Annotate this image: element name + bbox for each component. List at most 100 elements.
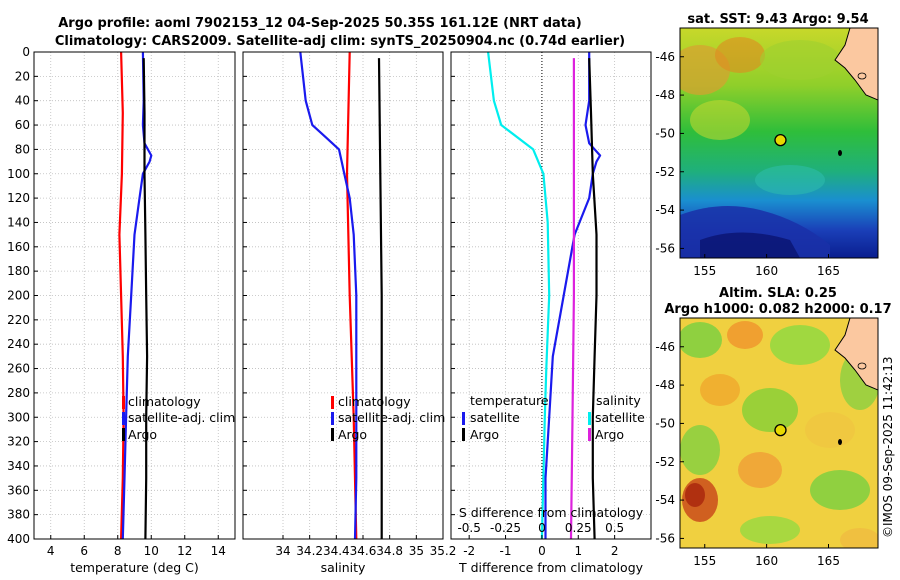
- y-tick-label: 300: [7, 410, 30, 424]
- y-tick-label: 60: [15, 118, 30, 132]
- y-tick-label: 260: [7, 362, 30, 376]
- map-y-tick-label: -50: [655, 416, 675, 430]
- sla-map-axes: -46 -48 -50 -52 -54 -56 155 160 165: [655, 340, 840, 568]
- series-line-climatology: [345, 51, 358, 540]
- map-x-tick-label: 165: [817, 554, 840, 568]
- x-tick-label: 34.2: [296, 544, 323, 558]
- legend-swatch-climatology: [331, 396, 334, 409]
- series-line-climatology: [118, 51, 125, 540]
- top-axis-label: S difference from climatology: [459, 505, 644, 520]
- x-tick-label: 0: [538, 544, 546, 558]
- legend-label-t-argo: Argo: [470, 427, 499, 442]
- x-tick-label: 8: [114, 544, 122, 558]
- map-y-tick-label: -54: [655, 203, 675, 217]
- map-x-tick-label: 160: [755, 554, 778, 568]
- series-line-s-argo: [569, 58, 576, 540]
- title-line-1: Argo profile: aoml 7902153_12 04-Sep-202…: [58, 16, 582, 31]
- x-tick-label: 34.8: [376, 544, 403, 558]
- legend-label-climatology: climatology: [338, 394, 411, 409]
- series-line-s-satellite: [487, 51, 551, 540]
- top-tick-label: 0.25: [565, 521, 592, 535]
- legend-label-satellite: satellite-adj. clim: [128, 410, 235, 425]
- map-x-tick-label: 155: [693, 554, 716, 568]
- x-tick-label: 34.6: [350, 544, 377, 558]
- salinity-panel: 34 34.2 34.4 34.6 34.8 35 35.2 salinity: [242, 51, 456, 575]
- x-tick-label: 35: [409, 544, 424, 558]
- legend-swatch-s-argo: [588, 428, 591, 441]
- series-line-t-satellite: [544, 52, 602, 539]
- top-tick-label: 0: [538, 521, 546, 535]
- x-tick-label: -2: [463, 544, 475, 558]
- y-tick-label: 180: [7, 264, 30, 278]
- temperature-panel: 0 20 40 60 80 100 120 140 160 180 200 220 240 260 280 3…: [7, 45, 236, 575]
- y-tick-label: 240: [7, 337, 30, 351]
- sst-map-axes: -46 -48 -50 -52 -54 -56 155 160 165: [655, 50, 840, 278]
- legend-swatch-satellite: [122, 412, 125, 425]
- legend-swatch-t-argo: [462, 428, 465, 441]
- sla-map-title-1: Altim. SLA: 0.25: [719, 286, 837, 301]
- map-y-tick-label: -56: [655, 531, 675, 545]
- legend-title-salinity: salinity: [596, 393, 641, 408]
- differences-panel: -2 -1 0 1 2 -0.5 -0.25 0 0.25 0.5S difference fro…: [450, 51, 652, 575]
- series-line-argo: [377, 58, 383, 539]
- y-tick-label: 220: [7, 313, 30, 327]
- temperature-legend: climatology satellite-adj. clim Argo: [122, 394, 235, 442]
- top-tick-label: -0.5: [457, 521, 480, 535]
- x-tick-label: 1: [574, 544, 582, 558]
- sla-map-title-2: Argo h1000: 0.082 h2000: 0.17: [664, 302, 891, 317]
- sst-map-title: sat. SST: 9.43 Argo: 9.54: [687, 12, 868, 27]
- x-axis-label: salinity: [321, 560, 366, 575]
- series-line-satellite-adj-clim: [121, 51, 153, 540]
- x-tick-label: 10: [144, 544, 159, 558]
- legend-swatch-t-satellite: [462, 412, 465, 425]
- x-tick-label: 34: [275, 544, 290, 558]
- differences-legend: temperature salinity satellite Argo sate…: [462, 393, 645, 442]
- y-tick-label: 20: [15, 69, 30, 83]
- series-line-satellite-adj-clim: [299, 51, 358, 540]
- sst-map-frame: [679, 27, 879, 259]
- x-axis-label: T difference from climatology: [458, 560, 644, 575]
- map-y-tick-label: -52: [655, 455, 675, 469]
- map-y-tick-label: -54: [655, 493, 675, 507]
- legend-label-t-satellite: satellite: [470, 410, 520, 425]
- legend-swatch-s-satellite: [588, 412, 591, 425]
- legend-label-argo: Argo: [128, 427, 157, 442]
- map-y-tick-label: -52: [655, 165, 675, 179]
- legend-label-climatology: climatology: [128, 394, 201, 409]
- y-tick-label: 40: [15, 94, 30, 108]
- x-tick-label: 6: [80, 544, 88, 558]
- copyright-text: ©IMOS 09-Sep-2025 11:42:13: [881, 356, 895, 538]
- legend-label-argo: Argo: [338, 427, 367, 442]
- legend-label-satellite: satellite-adj. clim: [338, 410, 445, 425]
- legend-swatch-climatology: [122, 396, 125, 409]
- y-tick-label: 100: [7, 167, 30, 181]
- y-tick-label: 160: [7, 240, 30, 254]
- x-tick-label: 12: [177, 544, 192, 558]
- map-x-tick-label: 155: [693, 264, 716, 278]
- y-tick-label: 340: [7, 459, 30, 473]
- sla-map-frame: [679, 317, 879, 549]
- x-tick-label: 34.4: [323, 544, 350, 558]
- map-x-tick-label: 165: [817, 264, 840, 278]
- map-y-tick-label: -48: [655, 378, 675, 392]
- legend-swatch-satellite: [331, 412, 334, 425]
- legend-label-s-argo: Argo: [595, 427, 624, 442]
- legend-label-s-satellite: satellite: [595, 410, 645, 425]
- x-tick-label: 14: [211, 544, 226, 558]
- argo-position-marker: [774, 423, 787, 437]
- series-line-argo: [142, 58, 149, 540]
- map-y-tick-label: -46: [655, 50, 675, 64]
- y-tick-label: 120: [7, 191, 30, 205]
- x-axis-label: temperature (deg C): [70, 560, 199, 575]
- salinity-legend: climatology satellite-adj. clim Argo: [331, 394, 445, 442]
- top-tick-label: 0.5: [605, 521, 624, 535]
- map-y-tick-label: -56: [655, 241, 675, 255]
- map-y-tick-label: -50: [655, 126, 675, 140]
- y-tick-label: 140: [7, 215, 30, 229]
- y-tick-label: 360: [7, 483, 30, 497]
- map-y-tick-label: -48: [655, 88, 675, 102]
- legend-swatch-argo: [122, 428, 125, 441]
- x-tick-label: 4: [47, 544, 55, 558]
- argo-position-marker: [774, 133, 787, 147]
